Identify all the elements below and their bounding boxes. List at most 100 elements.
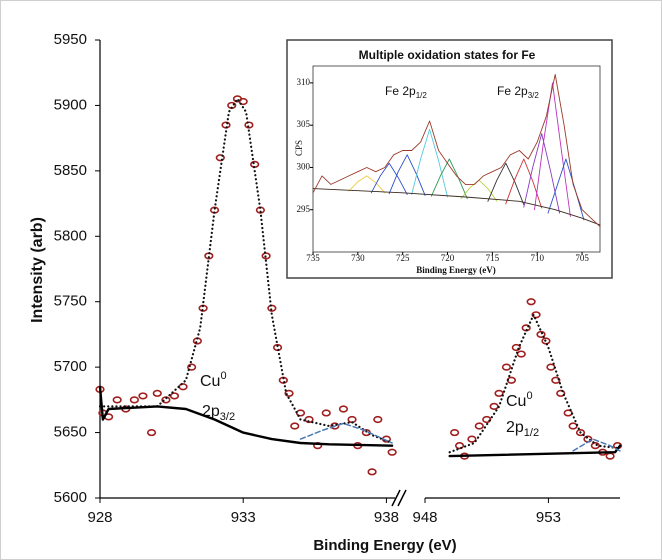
data-point [551, 376, 561, 384]
x-tick-label: 730 [351, 253, 365, 263]
annotation-text: Fe 2p [385, 84, 416, 98]
data-point [373, 415, 383, 424]
data-point [169, 392, 180, 400]
y-tick-label: 5900 [54, 96, 87, 113]
y-tick-label: 5600 [54, 489, 87, 506]
annotation-sup: 0 [220, 370, 226, 382]
data-line [523, 133, 561, 214]
data-point [146, 428, 157, 437]
data-point [536, 330, 546, 339]
data-point [367, 468, 377, 476]
y-tick-label: 5750 [54, 293, 87, 310]
y-axis-label: Intensity (arb) [29, 217, 46, 323]
annotation-sub: 1/2 [416, 91, 428, 100]
annotation-text: Cu [506, 393, 526, 410]
data-line [388, 154, 426, 196]
x-tick-label: 948 [412, 509, 437, 526]
component-line [572, 438, 621, 452]
annotation-text: Fe 2p [497, 84, 528, 98]
annotation-sub: 1/2 [524, 427, 539, 439]
data-point [261, 252, 271, 260]
annotation-sub: 3/2 [528, 91, 540, 100]
data-line [430, 158, 468, 200]
annotation-text: Cu [200, 373, 220, 390]
data-point [590, 442, 600, 450]
data-point [152, 389, 162, 397]
annotation: Cu0 [506, 390, 533, 410]
x-tick-label: 928 [87, 509, 112, 526]
data-point [501, 363, 512, 371]
data-point [474, 422, 484, 430]
inset-x-label: Binding Energy (eV) [416, 265, 496, 275]
y-tick-label: 295 [297, 204, 311, 214]
y-tick-label: 310 [297, 77, 311, 87]
x-tick-label: 720 [441, 253, 455, 263]
y-tick-label: 5850 [54, 162, 87, 179]
axis-break [391, 489, 407, 507]
inset-frame [286, 39, 613, 279]
annotation: Cu0 [200, 370, 227, 390]
data-point [556, 389, 566, 397]
y-tick-label: 5800 [54, 227, 87, 244]
data-point [568, 422, 578, 430]
break-mark [391, 489, 401, 507]
y-tick-label: 5950 [54, 31, 87, 48]
data-point [215, 154, 225, 162]
data-line [505, 158, 543, 209]
y-tick-label: 300 [297, 162, 311, 172]
data-point [575, 428, 586, 437]
inset-annotation: Fe 2p3/2 [497, 84, 539, 100]
x-tick-label: 735 [306, 253, 320, 263]
data-line [348, 175, 386, 194]
data-point [112, 396, 122, 404]
data-point [244, 121, 254, 129]
data-point [284, 389, 294, 397]
data-line [487, 162, 525, 206]
data-line [312, 188, 601, 226]
x-axis-label: Binding Energy (eV) [313, 537, 456, 554]
data-point [161, 396, 171, 404]
x-tick-label: 710 [530, 253, 544, 263]
data-point [450, 428, 460, 437]
data-point [467, 435, 477, 443]
inset-axes [312, 65, 601, 253]
data-line [448, 444, 622, 458]
data-point [238, 97, 248, 106]
data-line [370, 162, 408, 195]
annotation-sub: 3/2 [220, 411, 235, 423]
y-tick-label: 305 [297, 119, 311, 129]
data-point [387, 448, 397, 456]
annotation: 2p1/2 [506, 419, 539, 439]
data-point [541, 337, 551, 345]
fit-line [448, 313, 622, 454]
data-line [534, 82, 571, 217]
data-point [330, 422, 340, 430]
data-point [516, 350, 526, 358]
data-point [511, 343, 521, 352]
inset-annotation: Fe 2p1/2 [385, 84, 427, 100]
y-tick-label: 5650 [54, 424, 87, 441]
x-tick-label: 715 [486, 253, 500, 263]
data-line [98, 385, 394, 447]
data-point [138, 392, 148, 400]
x-tick-label: 938 [374, 509, 399, 526]
data-point [338, 405, 349, 413]
x-tick-label: 933 [231, 509, 256, 526]
break-mark [397, 489, 407, 507]
data-point [526, 298, 536, 306]
x-tick-label: 953 [536, 509, 561, 526]
data-point [321, 409, 331, 417]
data-point [454, 442, 465, 450]
x-tick-label: 705 [575, 253, 589, 263]
inset-title: Multiple oxidation states for Fe [359, 48, 536, 62]
annotation-sup: 0 [526, 390, 532, 402]
inset-y-label: CPS [294, 140, 304, 156]
x-tick-label: 725 [396, 253, 410, 263]
data-point [129, 396, 139, 404]
component-line [299, 422, 393, 444]
data-point [304, 415, 314, 424]
data-point [187, 363, 197, 371]
data-point [290, 422, 300, 430]
annotation-text: 2p [506, 419, 524, 436]
